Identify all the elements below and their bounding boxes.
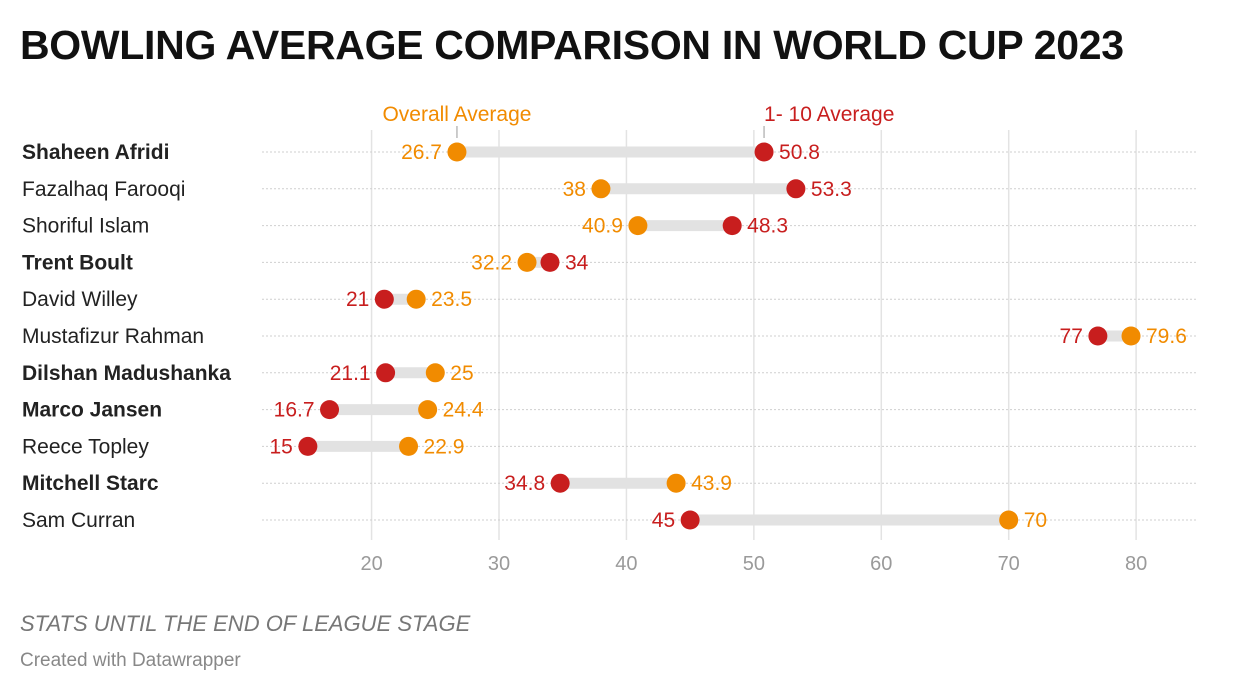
first10-value-label: 21.1 bbox=[330, 362, 371, 385]
credit-link[interactable]: Created with Datawrapper bbox=[20, 650, 241, 671]
x-tick-label: 60 bbox=[870, 553, 892, 575]
first10-dot bbox=[550, 473, 570, 493]
legend-1-10-average: 1- 10 Average bbox=[764, 103, 894, 126]
first10-value-label: 34 bbox=[565, 251, 589, 274]
first10-value-label: 53.3 bbox=[811, 178, 852, 201]
first10-dot bbox=[376, 363, 396, 383]
overall-value-label: 38 bbox=[563, 178, 586, 201]
first10-dot bbox=[374, 289, 394, 309]
overall-dot bbox=[591, 179, 611, 199]
overall-dot bbox=[425, 363, 445, 383]
first10-value-label: 15 bbox=[270, 435, 293, 458]
first10-dot bbox=[540, 252, 560, 272]
overall-dot bbox=[999, 510, 1019, 530]
x-tick-label: 80 bbox=[1125, 553, 1147, 575]
chart-title: BOWLING AVERAGE COMPARISON IN WORLD CUP … bbox=[20, 22, 1124, 68]
chart-note: STATS UNTIL THE END OF LEAGUE STAGE bbox=[20, 611, 471, 636]
legend-overall-average: Overall Average bbox=[382, 103, 531, 126]
dumbbell-chart: 20 30 40 50 60 70 80 Shaheen Afridi 26.7 50.8 Faza… bbox=[22, 103, 1196, 575]
row-label: Fazalhaq Farooqi bbox=[22, 178, 185, 201]
first10-value-label: 77 bbox=[1060, 325, 1083, 348]
row-label: David Willey bbox=[22, 288, 138, 311]
overall-value-label: 32.2 bbox=[471, 251, 512, 274]
overall-value-label: 23.5 bbox=[431, 288, 472, 311]
first10-dot bbox=[722, 216, 742, 236]
row-label: Dilshan Madushanka bbox=[22, 362, 231, 385]
overall-dot bbox=[447, 142, 467, 162]
first10-dot bbox=[754, 142, 774, 162]
row-label: Shaheen Afridi bbox=[22, 141, 169, 164]
x-tick-label: 20 bbox=[360, 553, 382, 575]
overall-dot bbox=[399, 436, 419, 456]
first10-value-label: 34.8 bbox=[504, 472, 545, 495]
first10-value-label: 48.3 bbox=[747, 215, 788, 238]
first10-value-label: 21 bbox=[346, 288, 369, 311]
first10-dot bbox=[786, 179, 806, 199]
overall-dot bbox=[628, 216, 648, 236]
first10-value-label: 16.7 bbox=[274, 399, 315, 422]
overall-dot bbox=[406, 289, 426, 309]
first10-value-label: 50.8 bbox=[779, 141, 820, 164]
first10-value-label: 45 bbox=[652, 509, 675, 532]
x-tick-label: 40 bbox=[615, 553, 637, 575]
x-tick-label: 70 bbox=[998, 553, 1020, 575]
row-label: Trent Boult bbox=[22, 251, 133, 274]
row-label: Mustafizur Rahman bbox=[22, 325, 204, 348]
first10-dot bbox=[680, 510, 700, 530]
x-tick-label: 50 bbox=[743, 553, 765, 575]
row-label: Marco Jansen bbox=[22, 399, 162, 422]
row-label: Mitchell Starc bbox=[22, 472, 159, 495]
row-label: Shoriful Islam bbox=[22, 215, 149, 238]
overall-value-label: 24.4 bbox=[443, 399, 484, 422]
first10-dot bbox=[298, 436, 318, 456]
overall-dot bbox=[1121, 326, 1141, 346]
overall-value-label: 40.9 bbox=[582, 215, 623, 238]
overall-value-label: 70 bbox=[1024, 509, 1047, 532]
overall-value-label: 22.9 bbox=[424, 435, 465, 458]
row-label: Reece Topley bbox=[22, 435, 149, 458]
overall-value-label: 26.7 bbox=[401, 141, 442, 164]
overall-value-label: 79.6 bbox=[1146, 325, 1187, 348]
overall-value-label: 43.9 bbox=[691, 472, 732, 495]
overall-value-label: 25 bbox=[450, 362, 473, 385]
overall-dot bbox=[666, 473, 686, 493]
overall-dot bbox=[517, 252, 537, 272]
first10-dot bbox=[1088, 326, 1108, 346]
x-tick-label: 30 bbox=[488, 553, 510, 575]
row-label: Sam Curran bbox=[22, 509, 135, 532]
overall-dot bbox=[418, 400, 438, 420]
first10-dot bbox=[320, 400, 340, 420]
